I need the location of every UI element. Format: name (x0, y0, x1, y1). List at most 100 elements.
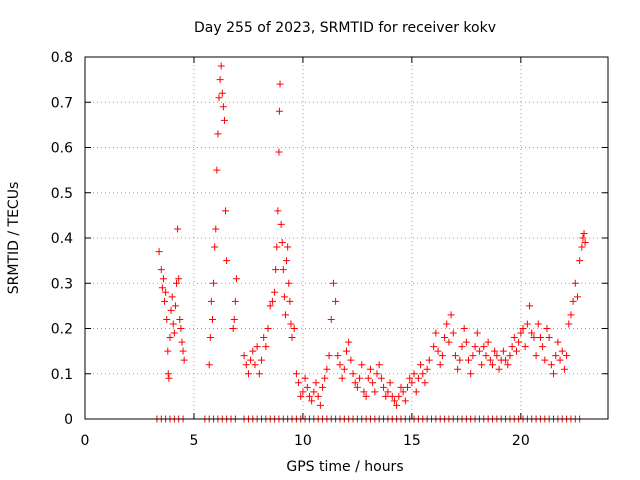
data-point (579, 234, 587, 242)
data-point (262, 343, 270, 351)
data-point (349, 370, 357, 378)
data-point (173, 279, 181, 287)
data-point (414, 374, 422, 382)
data-point (292, 370, 300, 378)
data-point (351, 379, 359, 387)
data-point (558, 347, 566, 355)
data-point (528, 329, 536, 337)
data-point (301, 374, 309, 382)
data-point (430, 343, 438, 351)
data-point (283, 257, 291, 265)
data-point (164, 370, 172, 378)
data-point (451, 352, 459, 360)
x-tick-label: 5 (189, 433, 198, 449)
data-point (519, 325, 527, 332)
data-point (412, 388, 420, 396)
data-point (530, 334, 538, 342)
data-point (493, 352, 501, 360)
data-point (395, 392, 403, 400)
data-point (218, 89, 226, 97)
data-point (284, 243, 292, 251)
data-point (521, 343, 529, 351)
data-point (377, 374, 385, 382)
data-point (571, 279, 579, 287)
data-point (214, 130, 222, 138)
data-point (508, 343, 516, 351)
data-point (386, 379, 394, 387)
y-tick-label: 0 (64, 412, 73, 428)
data-point (467, 370, 475, 378)
data-point (580, 229, 588, 237)
data-point (438, 352, 446, 360)
data-point (321, 374, 329, 382)
data-point (375, 361, 383, 369)
data-point (276, 80, 284, 88)
data-point (176, 315, 184, 323)
data-point (473, 329, 481, 337)
data-point (560, 365, 568, 373)
data-point (401, 397, 409, 405)
y-tick-label: 0.1 (51, 367, 73, 383)
data-point (305, 392, 313, 400)
data-point (312, 379, 320, 387)
data-point (164, 347, 172, 355)
data-point (231, 297, 239, 305)
data-point (384, 388, 392, 396)
data-point (251, 361, 259, 369)
data-point (432, 329, 440, 337)
data-point (178, 338, 186, 346)
grid-lines (85, 57, 608, 419)
data-point (471, 343, 479, 351)
data-point (362, 392, 370, 400)
data-point (240, 352, 248, 360)
data-point (499, 347, 507, 355)
y-tick-label: 0.2 (51, 322, 73, 338)
data-point (222, 207, 230, 215)
data-point (165, 374, 173, 382)
data-point (506, 352, 514, 360)
data-point (295, 379, 303, 387)
data-point (272, 266, 280, 274)
data-point (345, 338, 353, 346)
data-point (578, 243, 586, 251)
data-point (274, 207, 282, 215)
data-point (244, 370, 252, 378)
data-point (482, 352, 490, 360)
data-point (169, 320, 177, 328)
data-point (489, 361, 497, 369)
data-point (171, 302, 179, 310)
data-point (275, 148, 283, 156)
data-point (366, 365, 374, 373)
data-point (491, 347, 499, 355)
data-point (286, 297, 294, 305)
data-point (534, 320, 542, 328)
data-point (410, 370, 418, 378)
data-point (212, 225, 220, 233)
data-point (264, 325, 272, 332)
data-point (399, 388, 407, 396)
data-point (358, 361, 366, 369)
data-point (373, 370, 381, 378)
data-point (338, 374, 346, 382)
data-point (484, 338, 492, 346)
data-point (447, 311, 455, 319)
data-point (232, 275, 240, 283)
data-point (421, 379, 429, 387)
x-tick-label: 0 (81, 433, 90, 449)
data-point (343, 347, 350, 355)
data-point (545, 334, 553, 342)
data-point (177, 325, 185, 332)
data-point (211, 243, 219, 251)
data-point (170, 329, 178, 337)
data-point (554, 338, 562, 346)
data-point (325, 352, 333, 360)
data-point (290, 325, 298, 332)
data-point (445, 338, 453, 346)
data-point (443, 320, 451, 328)
data-point (157, 266, 165, 274)
y-tick-label: 0.6 (51, 141, 73, 157)
data-point (454, 365, 462, 373)
data-point (180, 356, 188, 364)
data-point (159, 275, 167, 283)
data-point (332, 297, 340, 305)
